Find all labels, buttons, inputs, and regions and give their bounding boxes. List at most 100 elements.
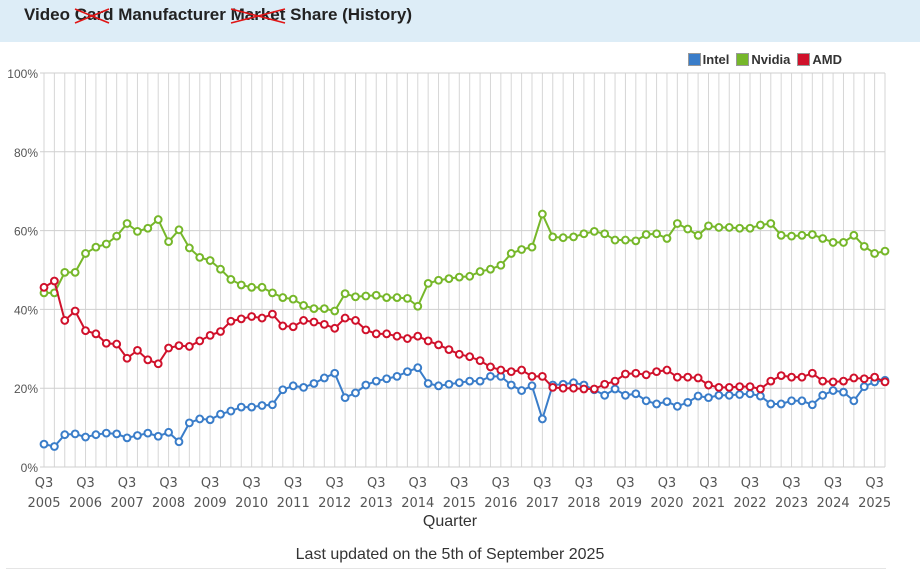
- data-point-nvidia: [610, 235, 620, 245]
- data-point-nvidia: [506, 249, 516, 258]
- x-axis-title: Quarter: [422, 513, 478, 530]
- data-point-intel: [662, 397, 672, 406]
- data-point-amd: [704, 380, 713, 390]
- x-tick-label-quarter: Q3: [450, 476, 469, 491]
- data-point-intel: [174, 437, 184, 447]
- data-point-intel: [216, 409, 225, 419]
- data-point-intel: [49, 442, 59, 451]
- y-tick-label: 80%: [14, 146, 38, 160]
- data-point-intel: [704, 393, 713, 403]
- x-tick-label-year: 2017: [526, 496, 559, 510]
- data-point-intel: [60, 430, 70, 440]
- title-word-rest: Share (History): [290, 5, 413, 24]
- data-point-nvidia: [122, 219, 132, 228]
- data-point-intel: [610, 384, 620, 394]
- y-tick-label: 20%: [14, 382, 38, 396]
- data-point-nvidia: [216, 264, 225, 274]
- data-point-amd: [579, 384, 589, 394]
- footer-divider: [6, 568, 886, 569]
- data-point-intel: [776, 399, 786, 409]
- legend-swatch-amd: [797, 53, 811, 66]
- data-point-intel: [797, 396, 807, 406]
- title-word-market-struck: Market: [230, 5, 285, 24]
- data-point-nvidia: [704, 221, 713, 231]
- data-point-amd: [496, 365, 506, 375]
- data-point-nvidia: [351, 292, 360, 302]
- data-point-intel: [807, 400, 817, 410]
- x-tick-label-year: 2009: [194, 496, 227, 510]
- legend-item-nvidia[interactable]: Nvidia: [736, 52, 790, 67]
- data-point-intel: [475, 376, 485, 386]
- last-updated-text: Last updated on the 5th of September 202…: [295, 546, 605, 563]
- data-point-amd: [361, 325, 371, 335]
- x-tick-label-quarter: Q3: [699, 476, 718, 491]
- data-point-nvidia: [672, 219, 682, 228]
- data-point-nvidia: [413, 301, 423, 311]
- data-point-intel: [631, 389, 641, 399]
- data-point-nvidia: [766, 219, 776, 228]
- data-point-intel: [309, 379, 319, 388]
- data-point-amd: [226, 316, 236, 326]
- data-point-amd: [672, 372, 682, 382]
- legend: Intel Nvidia AMD: [687, 52, 842, 67]
- data-point-intel: [205, 415, 215, 425]
- x-tick-label-year: 2022: [733, 496, 766, 510]
- data-point-intel: [444, 379, 454, 389]
- data-point-amd: [382, 329, 392, 339]
- x-tick-label-quarter: Q3: [533, 476, 552, 491]
- data-point-nvidia: [693, 230, 703, 240]
- x-tick-label-year: 2012: [318, 496, 351, 510]
- x-tick-label-quarter: Q3: [367, 476, 386, 491]
- data-point-nvidia: [382, 293, 392, 302]
- data-point-nvidia: [641, 230, 651, 239]
- data-point-nvidia: [454, 272, 464, 282]
- data-point-amd: [714, 383, 724, 392]
- data-point-intel: [236, 402, 246, 412]
- x-tick-label-year: 2008: [152, 496, 185, 510]
- data-point-nvidia: [205, 256, 215, 265]
- legend-swatch-nvidia: [736, 53, 750, 66]
- data-point-amd: [849, 373, 859, 383]
- data-point-intel: [413, 363, 423, 373]
- data-point-nvidia: [112, 231, 122, 241]
- data-point-nvidia: [444, 274, 454, 284]
- data-point-nvidia: [776, 230, 786, 240]
- data-point-amd: [413, 331, 423, 341]
- data-point-intel: [818, 390, 828, 400]
- data-point-intel: [652, 399, 661, 409]
- data-point-nvidia: [486, 264, 495, 274]
- x-tick-label-quarter: Q3: [284, 476, 303, 491]
- data-point-nvidia: [184, 243, 194, 253]
- data-point-intel: [600, 390, 610, 400]
- x-tick-label-quarter: Q3: [492, 476, 511, 491]
- title-word-card-struck: Card: [74, 5, 113, 24]
- data-point-intel: [787, 396, 796, 406]
- data-point-amd: [517, 365, 527, 375]
- x-tick-label-year: 2024: [817, 496, 850, 510]
- data-point-nvidia: [268, 288, 277, 298]
- legend-item-amd[interactable]: AMD: [797, 52, 842, 67]
- y-tick-label: 60%: [14, 225, 38, 239]
- data-point-amd: [880, 377, 890, 387]
- data-point-amd: [195, 336, 205, 346]
- data-point-amd: [641, 370, 651, 380]
- x-tick-label-year: 2015: [443, 496, 476, 510]
- data-point-amd: [527, 371, 537, 381]
- data-point-intel: [486, 371, 495, 381]
- data-point-intel: [621, 390, 630, 400]
- data-point-nvidia: [278, 293, 288, 302]
- data-point-amd: [486, 362, 495, 372]
- data-point-nvidia: [164, 237, 173, 247]
- data-point-amd: [216, 327, 225, 336]
- data-point-intel: [133, 431, 142, 440]
- data-point-nvidia: [621, 235, 630, 245]
- data-point-amd: [351, 316, 360, 325]
- data-point-amd: [569, 383, 578, 393]
- data-point-intel: [745, 389, 755, 399]
- data-point-nvidia: [257, 282, 267, 292]
- x-tick-label-quarter: Q3: [118, 476, 137, 491]
- data-point-amd: [143, 355, 153, 365]
- data-point-amd: [756, 384, 765, 394]
- series-line-intel: [43, 366, 886, 448]
- legend-item-intel[interactable]: Intel: [687, 52, 729, 67]
